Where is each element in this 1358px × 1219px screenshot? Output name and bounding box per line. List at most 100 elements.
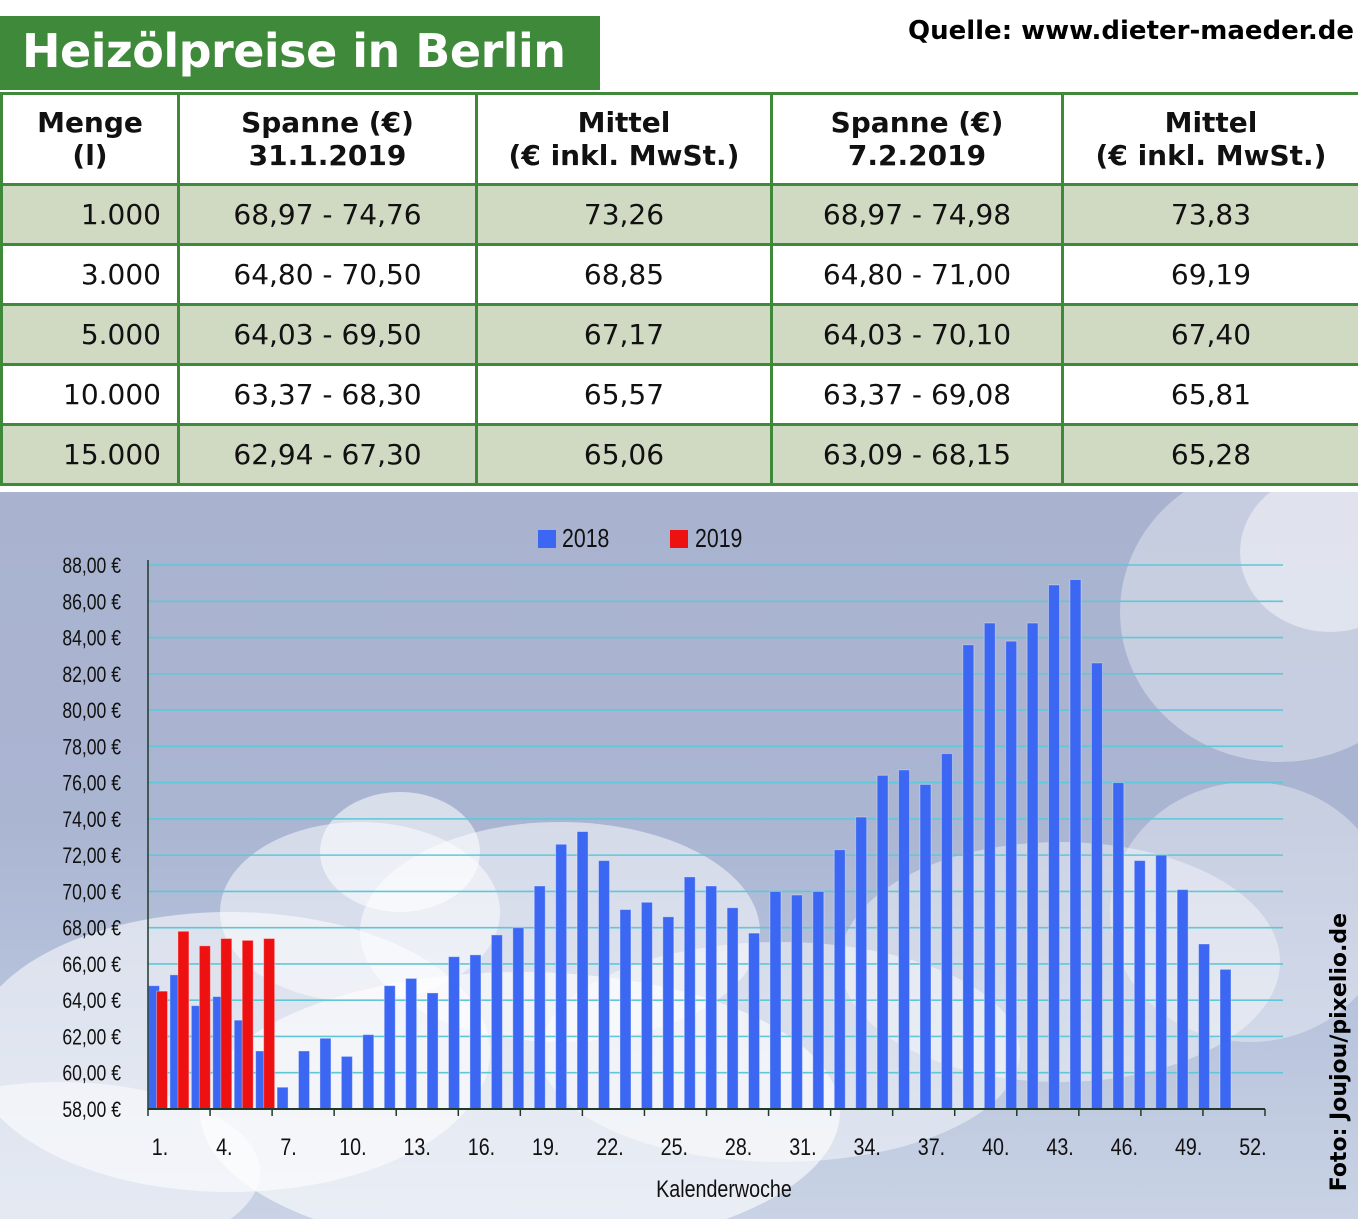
x-tick-label: 19. [532, 1133, 559, 1160]
bar-2018-week-34 [855, 816, 868, 1110]
bar-2018-week-51 [1219, 968, 1232, 1110]
col-header-spanne-1: Spanne (€) 31.1.2019 [177, 92, 478, 186]
y-tick-label: 74,00 € [62, 808, 121, 832]
y-tick-label: 68,00 € [62, 917, 121, 941]
cell-menge: 3.000 [0, 243, 180, 306]
chart-panel: 58,00 € 60,00 € 62,00 € 64,00 € 66,00 € 68,00… [0, 492, 1358, 1219]
bar-2019-week-6 [263, 938, 276, 1110]
cell-menge: 5.000 [0, 303, 180, 366]
bar-2018-week-35 [876, 774, 889, 1110]
bar-2018-week-49 [1176, 889, 1189, 1110]
x-tick-label: 13. [403, 1133, 430, 1160]
y-tick-label: 78,00 € [62, 736, 121, 760]
source-credit: Quelle: www.dieter-maeder.de [907, 16, 1354, 46]
y-tick-label: 86,00 € [62, 590, 121, 614]
bar-2018-week-47 [1133, 860, 1146, 1110]
y-tick-label: 66,00 € [62, 953, 121, 977]
bar-2018-week-23 [619, 909, 632, 1110]
y-tick-labels: 58,00 € 60,00 € 62,00 € 64,00 € 66,00 € 68,00… [62, 554, 121, 1122]
cell-menge: 15.000 [0, 423, 180, 486]
bar-2018-week-32 [812, 890, 825, 1110]
bar-2019-week-1 [156, 990, 168, 1110]
cell-menge: 10.000 [0, 363, 180, 426]
series-2018-bars [148, 579, 1232, 1110]
y-tick-label: 72,00 € [62, 844, 121, 868]
y-tick-label: 82,00 € [62, 663, 121, 687]
y-tick-label: 58,00 € [62, 1098, 121, 1122]
legend: 2018 2019 [538, 524, 742, 554]
cell-spanne-2: 64,80 - 71,00 [770, 243, 1064, 306]
bar-2019-week-2 [177, 930, 190, 1110]
x-axis-label: Kalenderwoche [656, 1175, 792, 1202]
y-tick-label: 88,00 € [62, 554, 121, 578]
bar-2018-week-24 [640, 901, 653, 1110]
bar-2018-week-8 [298, 1050, 311, 1110]
x-tick-label: 40. [982, 1133, 1009, 1160]
bar-2018-week-21 [576, 831, 589, 1110]
x-tick-label: 7. [280, 1133, 296, 1160]
table-row: 1.000 68,97 - 74,76 73,26 68,97 - 74,98 … [0, 183, 1358, 246]
y-tick-label: 60,00 € [62, 1062, 121, 1086]
bar-2018-week-31 [790, 894, 803, 1110]
cell-spanne-2: 63,37 - 69,08 [770, 363, 1064, 426]
title-banner: Heizölpreise in Berlin [0, 16, 600, 90]
bar-2018-week-10 [340, 1055, 353, 1110]
page-title: Heizölpreise in Berlin [22, 24, 566, 78]
x-tick-label: 1. [152, 1133, 168, 1160]
bar-2018-week-12 [383, 985, 396, 1110]
cell-spanne-1: 62,94 - 67,30 [177, 423, 478, 486]
cell-mittel-2: 73,83 [1061, 183, 1358, 246]
bar-2018-week-14 [426, 992, 439, 1110]
col-header-mittel-2: Mittel (€ inkl. MwSt.) [1061, 92, 1358, 186]
axes [147, 560, 1266, 1116]
table-row: 3.000 64,80 - 70,50 68,85 64,80 - 71,00 … [0, 243, 1358, 306]
y-tick-label: 62,00 € [62, 1026, 121, 1050]
x-tick-label: 22. [596, 1133, 623, 1160]
bar-2018-week-29 [748, 932, 761, 1110]
x-tick-label: 28. [725, 1133, 752, 1160]
bar-2018-week-7 [276, 1086, 289, 1110]
cell-mittel-1: 73,26 [475, 183, 773, 246]
bar-2018-week-18 [512, 927, 525, 1110]
x-tick-labels: 1. 4. 7. 10. 13. 16. 19. 22. 25. 28. 31. 34. 37. 40. 4… [152, 1133, 1267, 1160]
x-tick-label: 4. [216, 1133, 232, 1160]
col-header-menge: Menge (l) [0, 92, 180, 186]
cell-mittel-1: 65,06 [475, 423, 773, 486]
bar-2018-week-25 [662, 916, 675, 1110]
bar-2018-week-41 [1005, 640, 1018, 1110]
cell-spanne-1: 63,37 - 68,30 [177, 363, 478, 426]
bar-2018-week-30 [769, 890, 782, 1110]
bar-2018-week-19 [533, 885, 546, 1110]
bar-2018-week-46 [1112, 782, 1125, 1110]
bar-2018-week-43 [1048, 584, 1061, 1110]
y-tick-label: 76,00 € [62, 772, 121, 796]
cell-spanne-2: 68,97 - 74,98 [770, 183, 1064, 246]
cell-mittel-2: 69,19 [1061, 243, 1358, 306]
table-row: 5.000 64,03 - 69,50 67,17 64,03 - 70,10 … [0, 303, 1358, 366]
table-row: 10.000 63,37 - 68,30 65,57 63,37 - 69,08… [0, 363, 1358, 426]
bar-2018-week-48 [1155, 854, 1168, 1110]
cell-spanne-1: 64,03 - 69,50 [177, 303, 478, 366]
bar-2018-week-39 [962, 644, 975, 1110]
bar-2018-week-33 [833, 849, 846, 1110]
x-tick-label: 25. [661, 1133, 688, 1160]
table-row: 15.000 62,94 - 67,30 65,06 63,09 - 68,15… [0, 423, 1358, 486]
bar-2018-week-38 [940, 753, 953, 1110]
y-tick-label: 70,00 € [62, 881, 121, 905]
bar-2018-week-40 [983, 622, 996, 1110]
cell-mittel-2: 65,28 [1061, 423, 1358, 486]
x-tick-label: 46. [1111, 1133, 1138, 1160]
legend-swatch-2019 [670, 530, 688, 548]
cell-mittel-2: 67,40 [1061, 303, 1358, 366]
bar-2018-week-11 [362, 1034, 375, 1110]
legend-label-2018: 2018 [562, 524, 609, 554]
cell-menge: 1.000 [0, 183, 180, 246]
x-tick-label: 52. [1239, 1133, 1266, 1160]
y-tick-label: 64,00 € [62, 989, 121, 1013]
x-tick-label: 10. [339, 1133, 366, 1160]
bar-2018-week-44 [1069, 579, 1082, 1110]
col-header-spanne-2: Spanne (€) 7.2.2019 [770, 92, 1064, 186]
bar-2019-week-3 [198, 945, 211, 1110]
cell-mittel-2: 65,81 [1061, 363, 1358, 426]
x-tick-label: 49. [1175, 1133, 1202, 1160]
